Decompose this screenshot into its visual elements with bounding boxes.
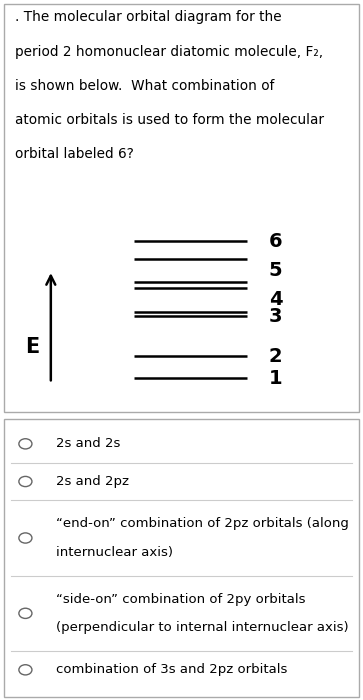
Text: 4: 4 <box>269 290 282 309</box>
Text: is shown below.  What combination of: is shown below. What combination of <box>15 78 274 92</box>
Text: “end-on” combination of 2pz orbitals (along: “end-on” combination of 2pz orbitals (al… <box>56 517 349 530</box>
Text: 6: 6 <box>269 232 282 251</box>
Text: 3: 3 <box>269 307 282 326</box>
Text: E: E <box>25 337 40 357</box>
Text: orbital labeled 6?: orbital labeled 6? <box>15 147 133 161</box>
Text: period 2 homonuclear diatomic molecule, F₂,: period 2 homonuclear diatomic molecule, … <box>15 45 323 59</box>
Text: (perpendicular to internal internuclear axis): (perpendicular to internal internuclear … <box>56 621 349 634</box>
Text: “side-on” combination of 2py orbitals: “side-on” combination of 2py orbitals <box>56 592 306 606</box>
Text: 5: 5 <box>269 260 282 280</box>
Text: combination of 3s and 2pz orbitals: combination of 3s and 2pz orbitals <box>56 664 287 676</box>
Text: 2: 2 <box>269 347 282 366</box>
Text: internuclear axis): internuclear axis) <box>56 546 173 559</box>
Text: atomic orbitals is used to form the molecular: atomic orbitals is used to form the mole… <box>15 113 323 127</box>
Text: 2s and 2pz: 2s and 2pz <box>56 475 129 488</box>
Text: 2s and 2s: 2s and 2s <box>56 438 121 450</box>
Text: 1: 1 <box>269 369 282 388</box>
Text: . The molecular orbital diagram for the: . The molecular orbital diagram for the <box>15 10 281 25</box>
